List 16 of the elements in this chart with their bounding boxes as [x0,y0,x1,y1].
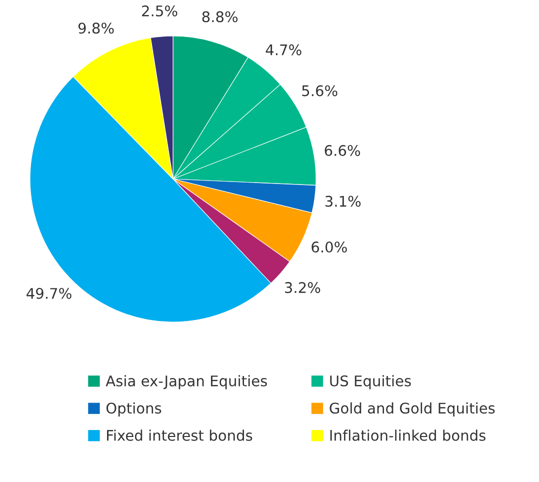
data-label: 49.7% [26,288,72,299]
data-label: 4.7% [266,44,302,56]
data-label: 5.6% [302,85,338,96]
legend-label: Inflation-linked bonds [330,430,486,441]
legend-label: Asia ex-Japan Equities [106,375,267,390]
data-label: 3.2% [285,282,320,294]
data-label: 3.1% [325,196,361,207]
data-label: 9.8% [78,22,114,34]
data-label: 2.5% [142,5,178,16]
legend-label: US Equities [330,375,411,390]
data-label: 8.8% [202,11,238,22]
legend-label: Options [106,402,162,416]
legend-label: Gold and Gold Equities [330,402,495,416]
data-label: 6.6% [324,144,360,156]
data-label: 6.0% [312,242,347,253]
legend-label: Fixed interest bonds [107,430,252,441]
